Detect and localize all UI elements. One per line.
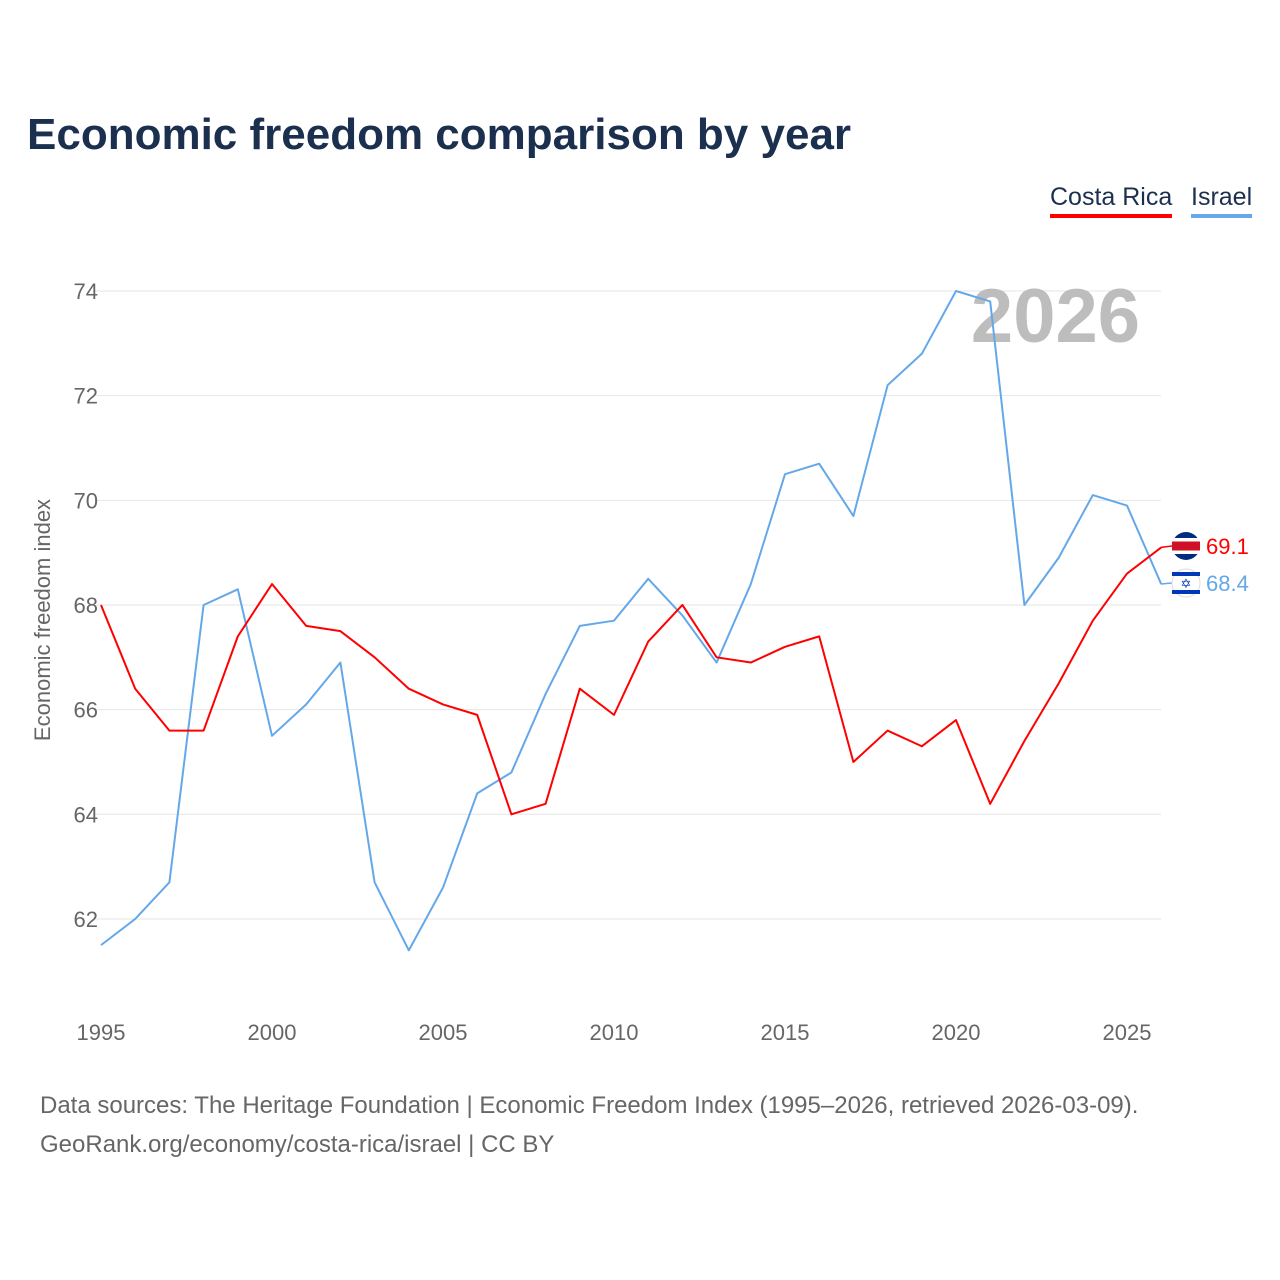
end-label-costa-rica: 69.1 [1206, 534, 1249, 559]
connector-costa-rica [1160, 545, 1173, 549]
star-of-david-icon: ✡ [1181, 577, 1192, 592]
israel-flag-icon: ✡ [1171, 568, 1201, 598]
y-axis-label: Economic freedom index [30, 499, 55, 741]
y-tick-label: 72 [74, 384, 98, 409]
legend-costa-rica[interactable]: Costa Rica [1050, 183, 1173, 218]
x-tick-label: 1995 [77, 1020, 126, 1045]
x-tick-label: 2010 [590, 1020, 639, 1045]
y-tick-label: 66 [74, 698, 98, 723]
end-label-israel: 68.4 [1206, 571, 1249, 596]
flag-top-stripe [1172, 572, 1200, 576]
series-line-israel [100, 290, 1163, 952]
x-tick-label: 2015 [761, 1020, 810, 1045]
chart-title: Economic freedom comparison by year [27, 110, 852, 159]
y-tick-label: 64 [74, 802, 98, 827]
x-tick-label: 2005 [419, 1020, 468, 1045]
flag-bottom-stripe [1172, 590, 1200, 594]
legend-israel[interactable]: Israel [1191, 183, 1253, 218]
y-tick-label: 70 [74, 488, 98, 513]
x-tick-label: 2025 [1103, 1020, 1152, 1045]
y-tick-label: 62 [74, 907, 98, 932]
year-watermark: 2026 [971, 274, 1140, 359]
y-tick-label: 68 [74, 593, 98, 618]
connector-israel [1160, 582, 1173, 585]
series-line-costa-rica [100, 546, 1162, 816]
flag-red-band [1172, 541, 1200, 551]
source-line-1: Data sources: The Heritage Foundation | … [40, 1092, 1139, 1119]
y-tick-label: 74 [74, 279, 98, 304]
x-tick-label: 2020 [932, 1020, 981, 1045]
source-line-2[interactable]: GeoRank.org/economy/costa-rica/israel | … [40, 1131, 555, 1158]
costa-rica-flag-icon [1172, 532, 1200, 560]
x-tick-label: 2000 [248, 1020, 297, 1045]
source-note: Data sources: The Heritage Foundation | … [40, 1086, 1138, 1164]
